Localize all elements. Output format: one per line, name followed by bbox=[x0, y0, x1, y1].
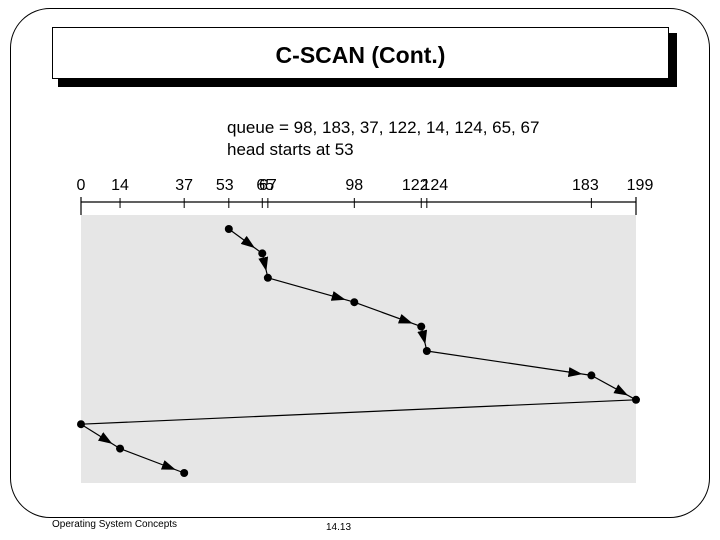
request-point-67 bbox=[263, 273, 272, 282]
tick-label-124: 124 bbox=[421, 177, 448, 194]
title-box: C-SCAN (Cont.) bbox=[52, 27, 669, 79]
request-point-37 bbox=[180, 469, 189, 477]
arrowhead-to-37 bbox=[160, 460, 176, 470]
request-point-0 bbox=[77, 420, 85, 429]
request-point-53 bbox=[224, 225, 233, 233]
tick-label-67: 67 bbox=[259, 177, 277, 194]
tick-label-183: 183 bbox=[572, 177, 599, 194]
arrowhead-to-14 bbox=[97, 432, 113, 444]
request-point-183 bbox=[587, 371, 596, 380]
request-point-122 bbox=[417, 322, 426, 331]
path-segment-124-to-183 bbox=[426, 350, 592, 376]
head-start-line: head starts at 53 bbox=[227, 140, 354, 159]
request-point-65 bbox=[258, 249, 267, 258]
arrowhead-to-122 bbox=[397, 314, 413, 324]
request-point-124 bbox=[422, 347, 431, 355]
cylinder-axis bbox=[80, 197, 637, 215]
tick-label-0: 0 bbox=[77, 177, 86, 194]
footer-page-number: 14.13 bbox=[326, 522, 352, 533]
arrowhead-to-98 bbox=[330, 291, 346, 301]
head-path bbox=[80, 228, 637, 474]
tick-label-65: 65 bbox=[256, 177, 274, 194]
arrowhead-to-65 bbox=[240, 235, 256, 249]
tick-label-53: 53 bbox=[216, 177, 234, 194]
request-point-14 bbox=[116, 444, 125, 453]
queue-line: queue = 98, 183, 37, 122, 14, 124, 65, 6… bbox=[227, 118, 540, 137]
footer-book-title: Operating System Concepts bbox=[52, 519, 178, 530]
slide-frame bbox=[10, 8, 710, 518]
tick-label-122: 122 bbox=[402, 177, 429, 194]
tick-label-14: 14 bbox=[111, 177, 129, 194]
request-point-98 bbox=[350, 298, 359, 307]
tick-label-98: 98 bbox=[345, 177, 363, 194]
request-point-199 bbox=[632, 395, 640, 404]
queue-info: queue = 98, 183, 37, 122, 14, 124, 65, 6… bbox=[227, 117, 539, 161]
tick-label-199: 199 bbox=[627, 177, 654, 194]
tick-label-37: 37 bbox=[175, 177, 193, 194]
slide-title: C-SCAN (Cont.) bbox=[275, 41, 446, 68]
path-segment-199-to-0 bbox=[80, 399, 637, 425]
arrowhead-to-199 bbox=[613, 384, 629, 396]
plot-background bbox=[81, 215, 636, 483]
request-points bbox=[77, 225, 640, 477]
